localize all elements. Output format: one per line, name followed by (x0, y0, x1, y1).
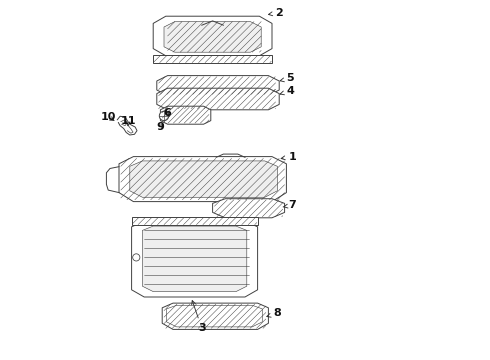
Polygon shape (143, 226, 247, 292)
Text: 9: 9 (156, 122, 164, 132)
Polygon shape (130, 161, 277, 197)
Text: 1: 1 (281, 152, 296, 162)
Text: 10: 10 (100, 112, 116, 122)
Polygon shape (167, 305, 262, 327)
Bar (132, 217, 258, 225)
Polygon shape (162, 303, 269, 329)
Polygon shape (164, 22, 261, 52)
Polygon shape (160, 106, 211, 124)
Circle shape (133, 254, 140, 261)
Text: 2: 2 (269, 8, 283, 18)
Text: 8: 8 (267, 308, 281, 318)
Circle shape (159, 111, 169, 121)
Text: 7: 7 (283, 200, 296, 210)
Polygon shape (157, 88, 279, 110)
Polygon shape (213, 199, 285, 218)
Text: 6: 6 (164, 108, 171, 118)
Polygon shape (132, 221, 258, 297)
Polygon shape (153, 16, 272, 56)
Polygon shape (119, 157, 286, 202)
Text: 11: 11 (120, 116, 136, 126)
Text: 5: 5 (280, 73, 294, 84)
Text: 4: 4 (280, 86, 294, 96)
Bar (153, 55, 272, 63)
Polygon shape (157, 76, 279, 95)
Text: 3: 3 (192, 301, 206, 333)
